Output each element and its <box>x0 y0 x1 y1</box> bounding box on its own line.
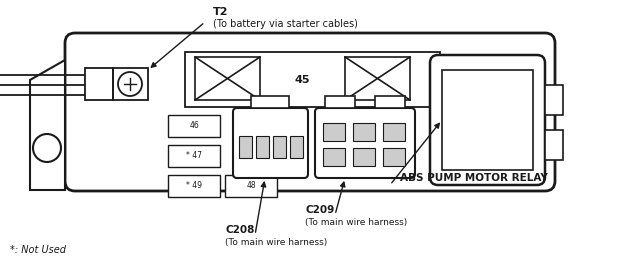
Bar <box>353 148 375 166</box>
Bar <box>353 123 375 141</box>
Bar <box>325 96 355 108</box>
Bar <box>168 145 220 167</box>
Bar <box>442 70 533 170</box>
Text: ABS PUMP MOTOR RELAY: ABS PUMP MOTOR RELAY <box>400 173 547 183</box>
Text: * 47: * 47 <box>186 151 202 161</box>
Bar <box>345 57 410 100</box>
Bar <box>168 115 220 137</box>
Bar <box>239 136 252 158</box>
Text: 45: 45 <box>294 75 310 85</box>
Bar <box>323 123 345 141</box>
Bar <box>290 136 303 158</box>
Text: T2: T2 <box>213 7 229 17</box>
Text: C208: C208 <box>225 225 254 235</box>
Text: (To battery via starter cables): (To battery via starter cables) <box>213 19 358 29</box>
Bar <box>195 57 260 100</box>
Circle shape <box>118 72 142 96</box>
Circle shape <box>33 134 61 162</box>
Bar <box>113 68 148 100</box>
Bar <box>168 175 220 197</box>
Bar <box>185 52 440 107</box>
FancyBboxPatch shape <box>315 108 415 178</box>
FancyBboxPatch shape <box>430 55 545 185</box>
Bar <box>323 148 345 166</box>
FancyBboxPatch shape <box>233 108 308 178</box>
Bar <box>383 148 405 166</box>
Text: C209: C209 <box>305 205 334 215</box>
Text: (To main wire harness): (To main wire harness) <box>225 239 327 248</box>
Polygon shape <box>30 60 65 190</box>
Text: 46: 46 <box>189 121 199 131</box>
Text: * 49: * 49 <box>186 181 202 191</box>
Bar <box>383 123 405 141</box>
Bar <box>256 136 269 158</box>
Bar <box>545 130 563 160</box>
FancyBboxPatch shape <box>65 33 555 191</box>
Bar <box>85 68 113 100</box>
Bar <box>251 96 289 108</box>
Bar <box>225 175 277 197</box>
Bar <box>545 85 563 115</box>
Bar <box>375 96 405 108</box>
Text: 48: 48 <box>246 181 256 191</box>
Text: *: Not Used: *: Not Used <box>10 245 66 255</box>
Text: (To main wire harness): (To main wire harness) <box>305 218 407 226</box>
Bar <box>273 136 286 158</box>
